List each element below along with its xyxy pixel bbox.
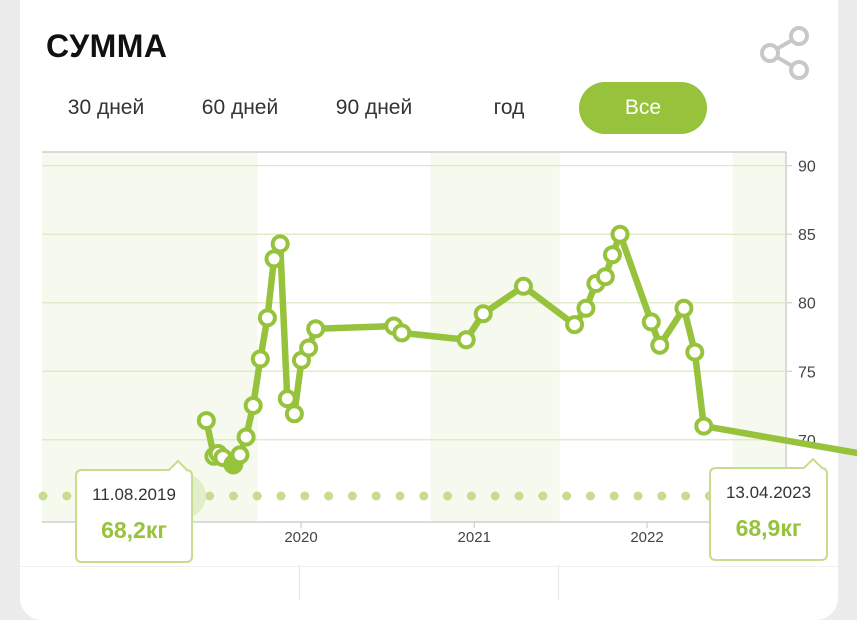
tooltip: 13.04.2023 68,9кг (709, 457, 828, 561)
data-point (257, 308, 277, 328)
period-tabs: 30 дней 60 дней 90 дней год Все (0, 82, 857, 134)
tooltip-box (709, 457, 828, 561)
timeline-dot (490, 491, 500, 501)
data-point (277, 389, 297, 409)
y-tick-label: 80 (798, 296, 816, 313)
timeline-dot (466, 491, 476, 501)
timeline-dot (276, 491, 286, 501)
bottom-divider-left (299, 565, 300, 600)
timeline-dot (609, 491, 619, 501)
data-point (264, 249, 284, 269)
data-point (243, 396, 263, 416)
data-point (456, 330, 476, 350)
timeline-dot (324, 491, 334, 501)
tab-90-days[interactable]: 90 дней (335, 96, 413, 119)
timeline-dot (300, 491, 310, 501)
y-tick-label: 75 (798, 364, 816, 381)
y-tick-label: 85 (798, 227, 816, 244)
timeline-dot (347, 491, 357, 501)
timeline-dot (205, 491, 215, 501)
timeline-dot (395, 491, 405, 501)
timeline-dot (562, 491, 572, 501)
tab-year[interactable]: год (493, 96, 525, 119)
timeline-dot (443, 491, 453, 501)
y-tick-label: 90 (798, 159, 816, 176)
timeline-dot (38, 491, 48, 501)
background-band (732, 152, 786, 522)
data-point (513, 276, 533, 296)
tab-all[interactable]: Все (579, 82, 707, 134)
timeline-dot (371, 491, 381, 501)
x-tick-label: 2020 (284, 529, 317, 546)
data-point (674, 298, 694, 318)
tooltip-box (75, 459, 193, 563)
tooltip-date: 11.08.2019 (92, 485, 176, 504)
data-point (565, 315, 585, 335)
data-point (641, 312, 661, 332)
data-point (196, 411, 216, 431)
data-point (299, 338, 319, 358)
tab-30-days[interactable]: 30 дней (67, 96, 145, 119)
bottom-panel (0, 565, 857, 600)
data-point (230, 445, 250, 465)
data-point (236, 427, 256, 447)
data-point (306, 319, 326, 339)
data-point (250, 349, 270, 369)
data-point (473, 304, 493, 324)
page-title: СУММА (46, 28, 168, 64)
share-icon[interactable] (756, 24, 814, 82)
bottom-divider-right (558, 565, 559, 600)
data-point (694, 416, 714, 436)
data-point (610, 224, 630, 244)
data-point (595, 267, 615, 287)
tooltip-value: 68,2кг (101, 517, 167, 543)
data-point (650, 335, 670, 355)
timeline-dot (228, 491, 238, 501)
tooltip-value: 68,9кг (736, 515, 802, 541)
timeline-dot (585, 491, 595, 501)
timeline-dot (419, 491, 429, 501)
timeline-dot (681, 491, 691, 501)
tooltip-date: 13.04.2023 (726, 483, 811, 502)
timeline-dot (538, 491, 548, 501)
tab-60-days[interactable]: 60 дней (201, 96, 279, 119)
data-point (392, 323, 412, 343)
tooltip: 11.08.2019 68,2кг (75, 459, 193, 563)
data-point (685, 342, 705, 362)
timeline-dot (62, 491, 72, 501)
x-tick-label: 2022 (630, 529, 663, 546)
data-point (602, 245, 622, 265)
x-tick-label: 2021 (458, 529, 491, 546)
data-point (284, 404, 304, 424)
data-point (576, 298, 596, 318)
bottom-divider (20, 566, 838, 567)
timeline-dot (657, 491, 667, 501)
timeline-dot (633, 491, 643, 501)
data-point (270, 234, 290, 254)
timeline-dot (514, 491, 524, 501)
timeline-dot (252, 491, 262, 501)
